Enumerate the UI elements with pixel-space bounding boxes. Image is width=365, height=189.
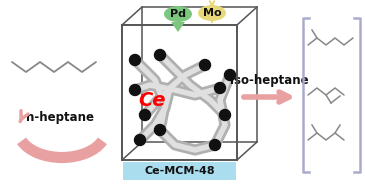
Circle shape [210,139,220,150]
Circle shape [139,109,150,121]
Text: iso-heptane: iso-heptane [230,74,309,87]
Circle shape [154,125,165,136]
Circle shape [224,70,235,81]
Circle shape [130,54,141,66]
Text: n-heptane: n-heptane [26,112,94,125]
Circle shape [219,109,231,121]
Text: Mo: Mo [203,8,221,18]
Circle shape [154,50,165,60]
Text: Ce: Ce [138,91,166,109]
Circle shape [130,84,141,95]
Text: Pd: Pd [170,9,186,19]
Text: Ce-MCM-48: Ce-MCM-48 [144,166,215,176]
Ellipse shape [198,5,226,21]
Polygon shape [171,22,185,32]
Circle shape [134,135,146,146]
Ellipse shape [164,6,192,22]
Circle shape [215,83,226,94]
Circle shape [200,60,211,70]
FancyBboxPatch shape [123,162,236,180]
